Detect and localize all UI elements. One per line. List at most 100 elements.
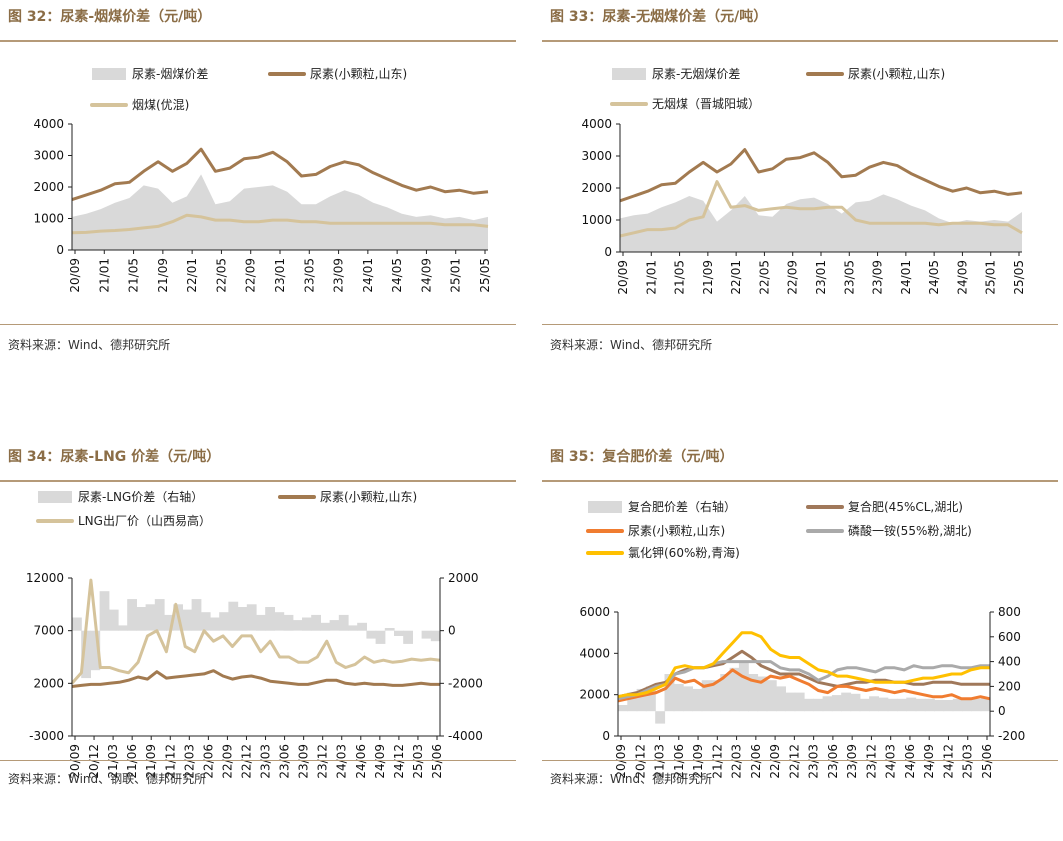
x-tick-label-6: 22/03 — [182, 744, 196, 779]
source-note: 资料来源：Wind、德邦研究所 — [550, 772, 713, 786]
legend-label-2: 无烟煤（晋城阳城） — [652, 97, 760, 111]
source-note: 资料来源：Wind、德邦研究所 — [550, 338, 713, 352]
series-bar-0-12 — [729, 667, 740, 712]
y-tick-label-2: 7000 — [33, 624, 64, 638]
series-bar-0-5 — [664, 674, 675, 712]
x-tick-label-9: 22/12 — [239, 744, 253, 779]
chart-svg: 尿素-LNG价差（右轴） 尿素(小颗粒,山东) LNG出厂价（山西易高） -3000 2… — [26, 489, 483, 779]
series-line-2 — [71, 213, 489, 235]
title-rule — [0, 480, 516, 482]
x-tick-label-5: 21/12 — [163, 744, 177, 779]
series-bar-0-8 — [692, 688, 703, 712]
chart-title: 图 35：复合肥价差（元/吨） — [550, 449, 734, 465]
x-tick-label-9: 23/09 — [332, 258, 346, 293]
legend-label-0: 复合肥价差（右轴） — [628, 499, 736, 514]
x-tick-label-7: 23/01 — [814, 260, 828, 295]
y2-tick-label-0: -4000 — [448, 729, 483, 743]
legend-label-1: 尿素(小颗粒,山东) — [320, 489, 417, 504]
series-bar-0-14 — [200, 612, 211, 631]
series-bar-0-32 — [366, 630, 377, 639]
series-bar-0-25 — [302, 617, 312, 631]
series-bar-0-4 — [108, 609, 119, 631]
x-tick-label-13: 23/12 — [316, 744, 330, 779]
series-bar-0-35 — [943, 700, 954, 712]
x-tick-label-2: 21/03 — [653, 744, 667, 779]
series-bar-0-31 — [906, 697, 917, 712]
x-tick-label-4: 21/09 — [691, 744, 705, 779]
series-bar-0-30 — [348, 625, 358, 631]
y-tick-label-0: 0 — [602, 729, 610, 743]
y2-tick-label-1: -2000 — [448, 676, 483, 690]
series-bar-0-38 — [971, 698, 982, 712]
series-bar-0-3 — [645, 686, 656, 712]
series-bar-0-22 — [822, 696, 833, 712]
legend-swatch-0 — [38, 491, 72, 503]
y-tick-label-1: 1000 — [581, 213, 612, 227]
series-bar-0-29 — [338, 614, 349, 631]
y2-tick-label-4: 600 — [998, 630, 1021, 644]
chart-panel-32: 图 32：尿素-烟煤价差（元/吨） 尿素-烟煤价差 尿素(小颗粒,山东) 烟煤(优混… — [0, 0, 516, 401]
series-bar-0-26 — [859, 698, 870, 712]
y2-tick-label-0: -200 — [998, 729, 1025, 743]
series-bar-0-38 — [421, 630, 432, 639]
x-tick-label-1: 20/12 — [633, 744, 647, 779]
y-tick-label-0: 0 — [604, 245, 612, 259]
x-tick-label-18: 25/03 — [961, 744, 975, 779]
series-bar-0-2 — [90, 630, 101, 671]
x-tick-label-19: 25/06 — [980, 744, 994, 779]
x-tick-label-8: 22/09 — [768, 744, 782, 779]
legend-label-1: 复合肥(45%CL,湖北) — [848, 499, 963, 514]
source-note: 资料来源：Wind、德邦研究所 — [8, 338, 171, 352]
series-bar-0-18 — [237, 607, 248, 631]
series-bar-0-23 — [283, 614, 294, 631]
x-tick-label-6: 22/09 — [244, 258, 258, 293]
x-tick-label-17: 24/12 — [941, 744, 955, 779]
y-tick-label-0: 0 — [56, 243, 64, 257]
x-tick-label-10: 23/03 — [259, 744, 273, 779]
series-bar-0-20 — [804, 698, 814, 712]
series-bar-0-2 — [636, 688, 647, 712]
x-tick-label-18: 25/03 — [411, 744, 425, 779]
series-bar-0-21 — [813, 698, 824, 712]
y-tick-label-2: 2000 — [33, 180, 64, 194]
series-bar-0-18 — [785, 692, 796, 712]
series-bar-0-15 — [210, 617, 220, 631]
y-tick-label-0: -3000 — [29, 729, 64, 743]
y2-tick-label-2: 200 — [998, 679, 1021, 693]
x-tick-label-7: 22/06 — [749, 744, 763, 779]
x-tick-label-11: 24/05 — [390, 258, 404, 293]
series-bar-0-33 — [375, 630, 386, 644]
y-tick-label-4: 4000 — [581, 117, 612, 131]
y-tick-label-4: 4000 — [33, 117, 64, 131]
series-line-1 — [71, 147, 489, 202]
legend-label-1: 尿素(小颗粒,山东) — [848, 66, 945, 81]
x-tick-label-7: 23/01 — [273, 258, 287, 293]
x-tick-label-12: 24/09 — [955, 260, 969, 295]
series-bar-0-32 — [915, 698, 926, 712]
series-bar-0-27 — [869, 696, 879, 712]
x-tick-label-11: 23/06 — [278, 744, 292, 779]
chart-panel-35: 图 35：复合肥价差（元/吨） 复合肥价差（右轴） 复合肥(45%CL,湖北) 尿素… — [542, 440, 1058, 841]
series-bar-0-29 — [887, 698, 898, 712]
legend-label-2: LNG出厂价（山西易高） — [78, 513, 211, 528]
x-tick-label-10: 24/01 — [361, 258, 375, 293]
x-tick-label-14: 25/05 — [478, 258, 492, 293]
x-tick-label-2: 21/03 — [106, 744, 120, 779]
series-bar-0-19 — [794, 692, 805, 712]
x-tick-label-0: 20/09 — [68, 258, 82, 293]
series-bar-0-22 — [274, 612, 285, 631]
legend-label-2: 烟煤(优混) — [132, 98, 189, 112]
series-bar-0-28 — [329, 620, 340, 631]
series-bar-0-17 — [228, 601, 239, 631]
chart-title: 图 34：尿素-LNG 价差（元/吨） — [8, 449, 221, 465]
series-bar-0-16 — [219, 612, 229, 631]
x-tick-label-0: 20/09 — [68, 744, 82, 779]
chart-title: 图 33：尿素-无烟煤价差（元/吨） — [550, 9, 768, 25]
x-tick-label-5: 22/05 — [757, 260, 771, 295]
series-bar-0-12 — [182, 609, 193, 631]
series-bar-0-1 — [81, 630, 91, 679]
series-bar-0-15 — [757, 676, 768, 712]
x-tick-label-19: 25/06 — [430, 744, 444, 779]
source-note: 资料来源：Wind、钢联、德邦研究所 — [8, 772, 207, 786]
x-tick-label-11: 24/05 — [927, 260, 941, 295]
